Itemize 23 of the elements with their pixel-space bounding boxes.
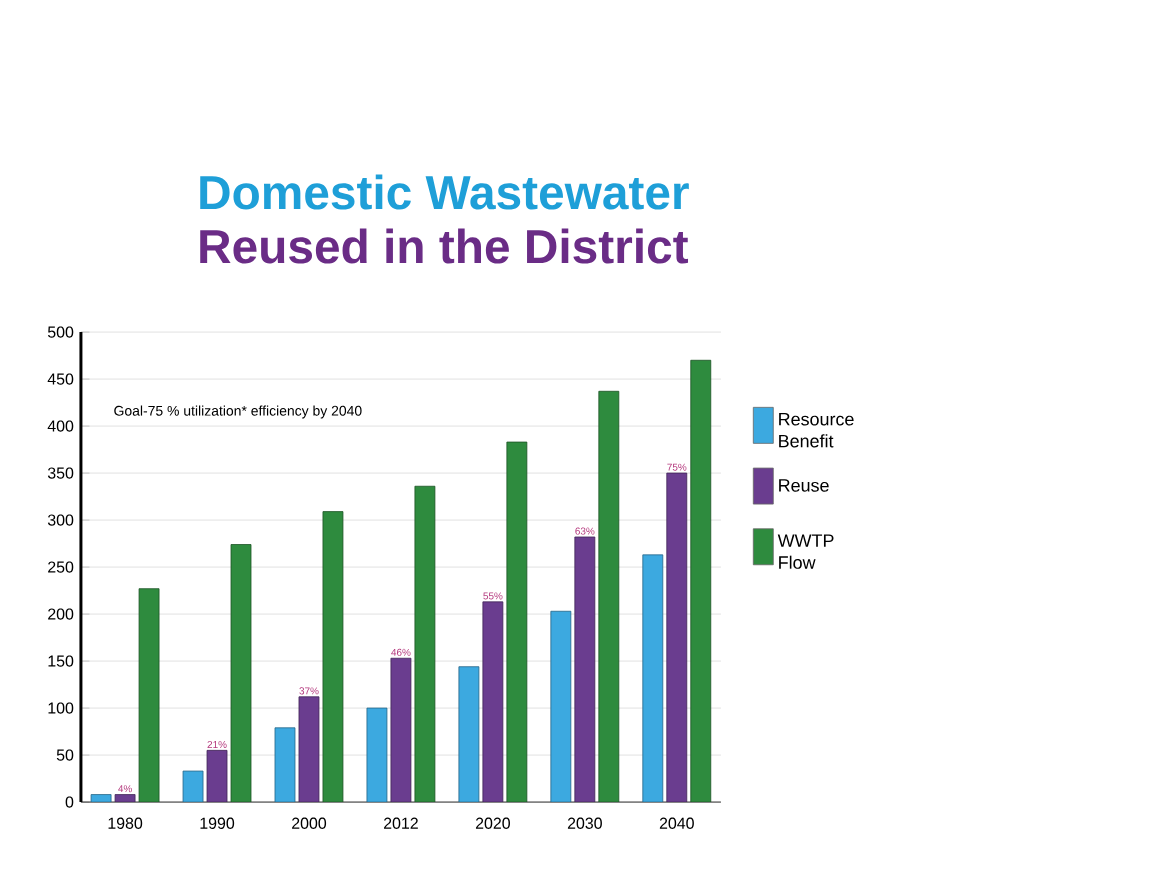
- bar: [550, 610, 572, 803]
- legend-label: Reuse: [779, 479, 829, 492]
- bar: [574, 536, 596, 803]
- bar: [666, 472, 688, 803]
- bar: [390, 657, 412, 803]
- bar: [690, 359, 712, 803]
- bar: [366, 707, 388, 803]
- bar: [506, 441, 528, 803]
- bar: [482, 601, 504, 803]
- bar: [206, 749, 228, 803]
- legend-label: Resource Benefit: [779, 413, 854, 448]
- bar: [322, 511, 344, 803]
- bar: [598, 390, 620, 803]
- bar: [274, 727, 296, 803]
- bar: [182, 770, 204, 803]
- bar: [458, 666, 480, 803]
- bar: [90, 794, 112, 803]
- legend-label: WWTP Flow: [777, 534, 834, 569]
- bar: [114, 794, 136, 803]
- chart-subtitle: Reused in the District: [200, 228, 689, 264]
- chart-title: Domestic Wastewater: [200, 174, 689, 210]
- bar: [642, 554, 664, 803]
- bar: [298, 696, 320, 803]
